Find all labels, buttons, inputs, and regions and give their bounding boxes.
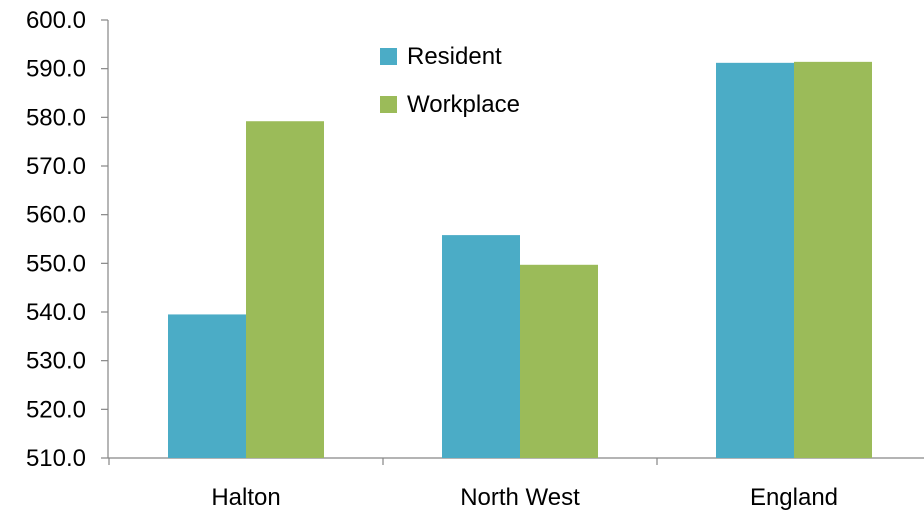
y-tick-label: 570.0	[26, 153, 86, 180]
y-tick-label: 510.0	[26, 445, 86, 472]
x-category-label: England	[750, 484, 838, 511]
y-tick-label: 590.0	[26, 56, 86, 83]
y-tick-label: 530.0	[26, 348, 86, 375]
x-category-label: Halton	[211, 484, 280, 511]
y-tick-label: 600.0	[26, 7, 86, 34]
bar-workplace-england	[794, 61, 872, 458]
y-tick-label: 560.0	[26, 202, 86, 229]
bar-resident-england	[716, 62, 794, 459]
legend: Resident Workplace	[380, 43, 520, 118]
y-tick-label: 540.0	[26, 299, 86, 326]
bar-workplace-north-west	[520, 264, 598, 458]
y-tick-label: 520.0	[26, 396, 86, 423]
legend-swatch-resident	[380, 48, 397, 65]
labels: 510.0 520.0 530.0 540.0 550.0 560.0 570.0 580.0…	[26, 7, 838, 511]
legend-label-workplace: Workplace	[407, 91, 520, 118]
bar-resident-north-west	[442, 235, 520, 458]
legend-swatch-workplace	[380, 96, 397, 113]
bar-workplace-halton	[246, 121, 324, 458]
x-category-label: North West	[460, 484, 580, 511]
legend-label-resident: Resident	[407, 43, 502, 70]
y-tick-label: 550.0	[26, 250, 86, 277]
bar-resident-halton	[168, 314, 246, 458]
bars	[168, 61, 872, 459]
y-tick-label: 580.0	[26, 104, 86, 131]
